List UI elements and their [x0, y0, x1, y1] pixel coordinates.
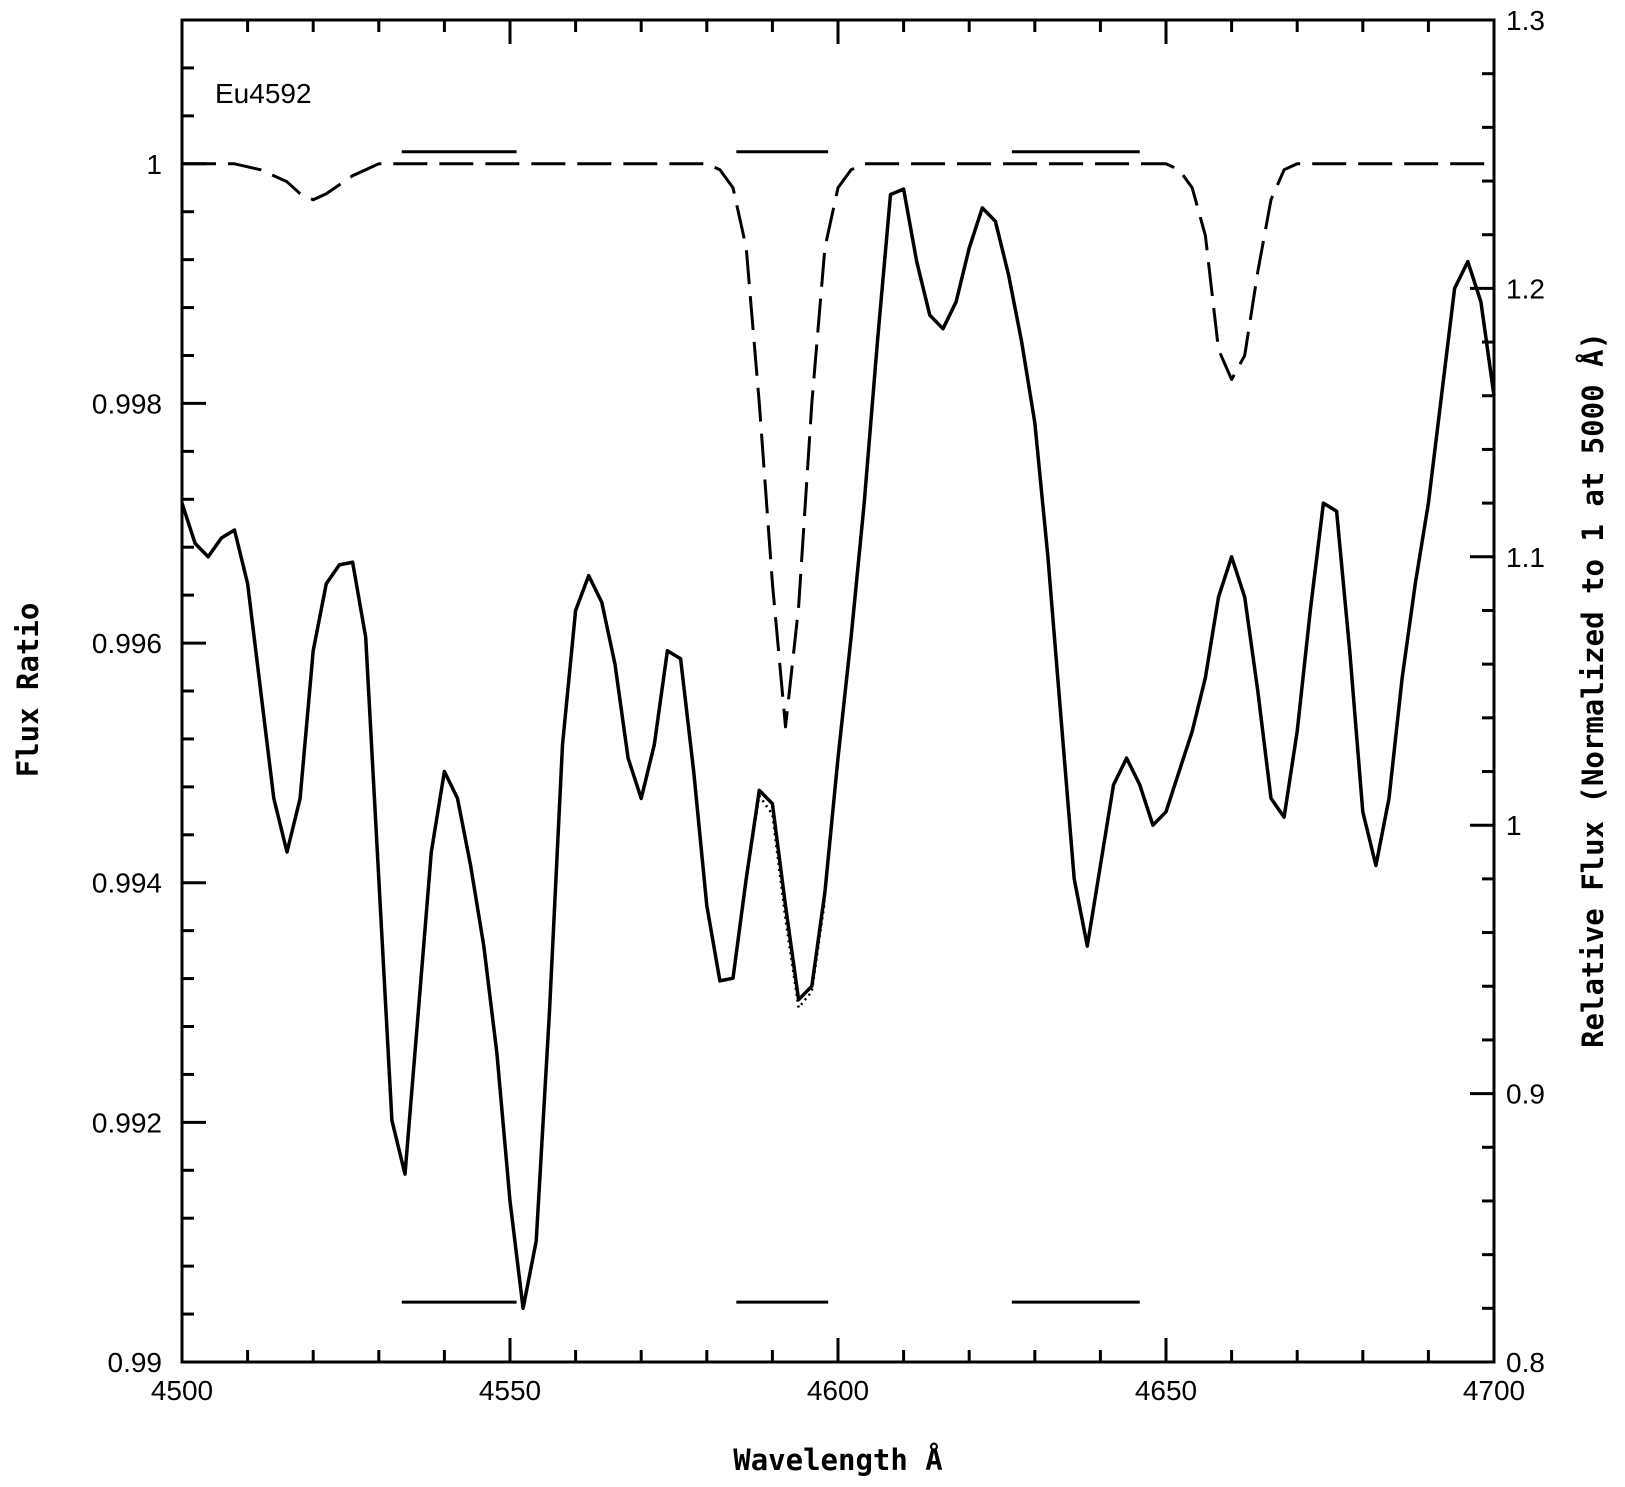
x-tick-label: 4500 [151, 1375, 213, 1406]
series-solid-line [180, 187, 1496, 1311]
y-tick-label: 0.996 [92, 628, 162, 659]
y-axis-title: Flux Ratio [11, 603, 45, 778]
x-tick-label: 4550 [479, 1375, 541, 1406]
x-tick-label: 4650 [1135, 1375, 1197, 1406]
y-tick-label: 0.998 [92, 388, 162, 419]
y2-tick-label: 1.2 [1506, 273, 1545, 304]
y2-tick-label: 0.9 [1506, 1079, 1545, 1110]
x-axis-title: Wavelength Å [733, 1443, 943, 1477]
series-dotted-line [744, 794, 827, 1009]
y-tick-label: 0.994 [92, 868, 162, 899]
plot-frame [180, 18, 1496, 1364]
y-tick-label: 0.99 [108, 1347, 163, 1378]
y2-tick-label: 1 [1506, 810, 1522, 841]
y2-tick-label: 0.8 [1506, 1347, 1545, 1378]
y-tick-label: 1 [146, 149, 162, 180]
x-tick-label: 4700 [1463, 1375, 1525, 1406]
line-annotation: Eu4592 [215, 78, 312, 109]
y-tick-label: 0.992 [92, 1107, 162, 1138]
series-dashed-line [182, 162, 1494, 729]
x-tick-label: 4600 [807, 1375, 869, 1406]
y2-axis-title: Relative Flux (Normalized to 1 at 5000 Å… [1576, 332, 1610, 1048]
y2-tick-label: 1.3 [1506, 5, 1545, 36]
y2-tick-label: 1.1 [1506, 542, 1545, 573]
